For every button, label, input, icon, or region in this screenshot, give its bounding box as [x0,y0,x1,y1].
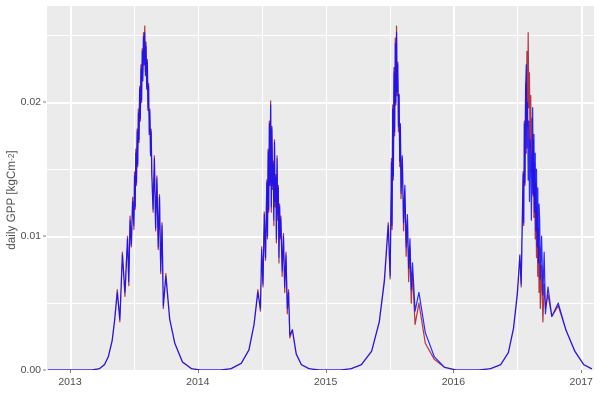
series-layer [47,25,593,370]
gridline-horizontal-minor [47,169,594,171]
gridline-horizontal-minor [47,303,594,305]
y-tick-mark [43,235,46,237]
series-line-series-red [47,25,593,370]
gridline-vertical-minor [517,6,519,370]
y-tick-label: 0.01 [20,230,41,243]
gridline-horizontal-minor [47,35,594,37]
x-tick-label: 2013 [58,376,82,388]
x-tick-label: 2014 [186,376,210,388]
x-tick-mark [197,370,199,373]
gridline-vertical-minor [389,6,391,370]
gridline-vertical-major [581,6,583,370]
x-tick-mark [325,370,327,373]
gridline-horizontal-major [47,236,594,238]
y-axis-tick-labels: 0.00 0.01 0.02 [0,0,41,400]
x-tick-label: 2017 [569,376,593,388]
gridline-vertical-major [453,6,455,370]
x-tick-mark [453,370,455,373]
plot-panel [47,6,594,370]
y-tick-mark [43,101,46,103]
y-tick-mark [43,369,46,371]
gridline-horizontal-major [47,102,594,104]
gridline-vertical-major [70,6,72,370]
y-tick-label: 0.00 [20,364,41,376]
x-tick-label: 2016 [441,376,466,388]
x-tick-mark [70,370,71,373]
gridline-vertical-major [197,6,200,370]
series-line-series-blue [47,32,593,370]
y-tick-label: 0.02 [20,96,41,109]
x-tick-label: 2015 [313,376,338,388]
gridline-vertical-major [325,6,328,370]
gridline-vertical-minor [261,6,263,370]
x-tick-mark [581,370,583,373]
